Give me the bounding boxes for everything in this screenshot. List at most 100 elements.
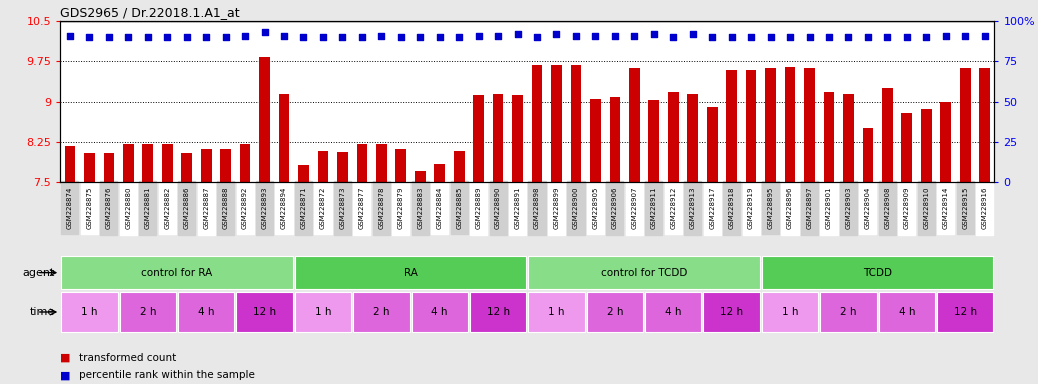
Bar xyxy=(882,88,893,182)
Bar xyxy=(645,292,702,332)
Point xyxy=(840,34,856,40)
Bar xyxy=(979,68,990,182)
Point xyxy=(120,34,137,40)
Bar xyxy=(571,65,581,182)
Point xyxy=(626,33,643,39)
Point xyxy=(743,34,760,40)
Bar xyxy=(61,256,293,289)
Point xyxy=(217,34,234,40)
Text: control for TCDD: control for TCDD xyxy=(601,268,687,278)
Bar xyxy=(765,68,776,182)
Bar xyxy=(493,94,503,182)
Text: 2 h: 2 h xyxy=(840,307,856,317)
Point xyxy=(198,34,215,40)
Bar xyxy=(162,144,172,182)
Text: transformed count: transformed count xyxy=(79,353,176,363)
Bar xyxy=(960,68,971,182)
Bar xyxy=(649,100,659,182)
Bar xyxy=(704,292,760,332)
Text: 1 h: 1 h xyxy=(782,307,798,317)
Point xyxy=(490,33,507,39)
Bar xyxy=(528,292,584,332)
Text: 4 h: 4 h xyxy=(899,307,916,317)
Bar xyxy=(512,95,523,182)
Bar xyxy=(745,70,757,182)
Point xyxy=(899,34,916,40)
Point xyxy=(450,34,467,40)
Text: 12 h: 12 h xyxy=(487,307,510,317)
Point xyxy=(665,34,682,40)
Point xyxy=(528,34,545,40)
Text: 12 h: 12 h xyxy=(954,307,977,317)
Bar xyxy=(863,127,873,182)
Text: ■: ■ xyxy=(60,353,71,363)
Bar xyxy=(940,102,951,182)
Bar xyxy=(667,92,679,182)
Point xyxy=(276,33,293,39)
Point xyxy=(937,33,954,39)
Text: 1 h: 1 h xyxy=(81,307,98,317)
Text: 1 h: 1 h xyxy=(315,307,331,317)
Bar xyxy=(878,292,935,332)
Point xyxy=(101,34,117,40)
Point xyxy=(334,34,351,40)
Bar xyxy=(119,292,176,332)
Text: percentile rank within the sample: percentile rank within the sample xyxy=(79,370,254,380)
Point xyxy=(139,34,156,40)
Bar xyxy=(937,292,993,332)
Bar xyxy=(220,149,231,182)
Bar xyxy=(921,109,932,182)
Point xyxy=(61,33,78,39)
Text: 2 h: 2 h xyxy=(373,307,389,317)
Point xyxy=(412,34,429,40)
Bar xyxy=(843,94,854,182)
Point xyxy=(256,29,273,35)
Bar xyxy=(295,292,351,332)
Text: TCDD: TCDD xyxy=(864,268,892,278)
Point xyxy=(470,33,487,39)
Bar xyxy=(395,149,406,182)
Point xyxy=(159,34,175,40)
Bar xyxy=(240,144,250,182)
Point xyxy=(821,34,838,40)
Point xyxy=(859,34,876,40)
Point xyxy=(646,31,662,37)
Bar xyxy=(762,256,993,289)
Point xyxy=(373,33,389,39)
Text: RA: RA xyxy=(404,268,417,278)
Point xyxy=(782,34,798,40)
Point xyxy=(354,34,371,40)
Bar xyxy=(415,170,426,182)
Point xyxy=(295,34,311,40)
Text: 12 h: 12 h xyxy=(253,307,276,317)
Bar xyxy=(104,153,114,182)
Point xyxy=(392,34,409,40)
Bar xyxy=(785,67,795,182)
Bar xyxy=(531,65,543,182)
Bar xyxy=(298,165,309,182)
Bar xyxy=(122,144,134,182)
Bar xyxy=(586,292,644,332)
Bar xyxy=(318,151,328,182)
Point xyxy=(315,34,331,40)
Point xyxy=(762,34,778,40)
Bar xyxy=(551,65,562,182)
Text: 4 h: 4 h xyxy=(198,307,215,317)
Point xyxy=(237,33,253,39)
Bar xyxy=(356,144,367,182)
Point xyxy=(179,34,195,40)
Text: 2 h: 2 h xyxy=(139,307,156,317)
Point xyxy=(588,33,604,39)
Point xyxy=(879,34,896,40)
Bar xyxy=(454,151,465,182)
Bar xyxy=(687,94,699,182)
Point xyxy=(918,34,934,40)
Bar xyxy=(727,70,737,182)
Bar xyxy=(61,292,117,332)
Bar xyxy=(237,292,293,332)
Point xyxy=(684,31,701,37)
Bar xyxy=(84,153,94,182)
Point xyxy=(510,31,526,37)
Bar xyxy=(804,68,815,182)
Bar xyxy=(411,292,468,332)
